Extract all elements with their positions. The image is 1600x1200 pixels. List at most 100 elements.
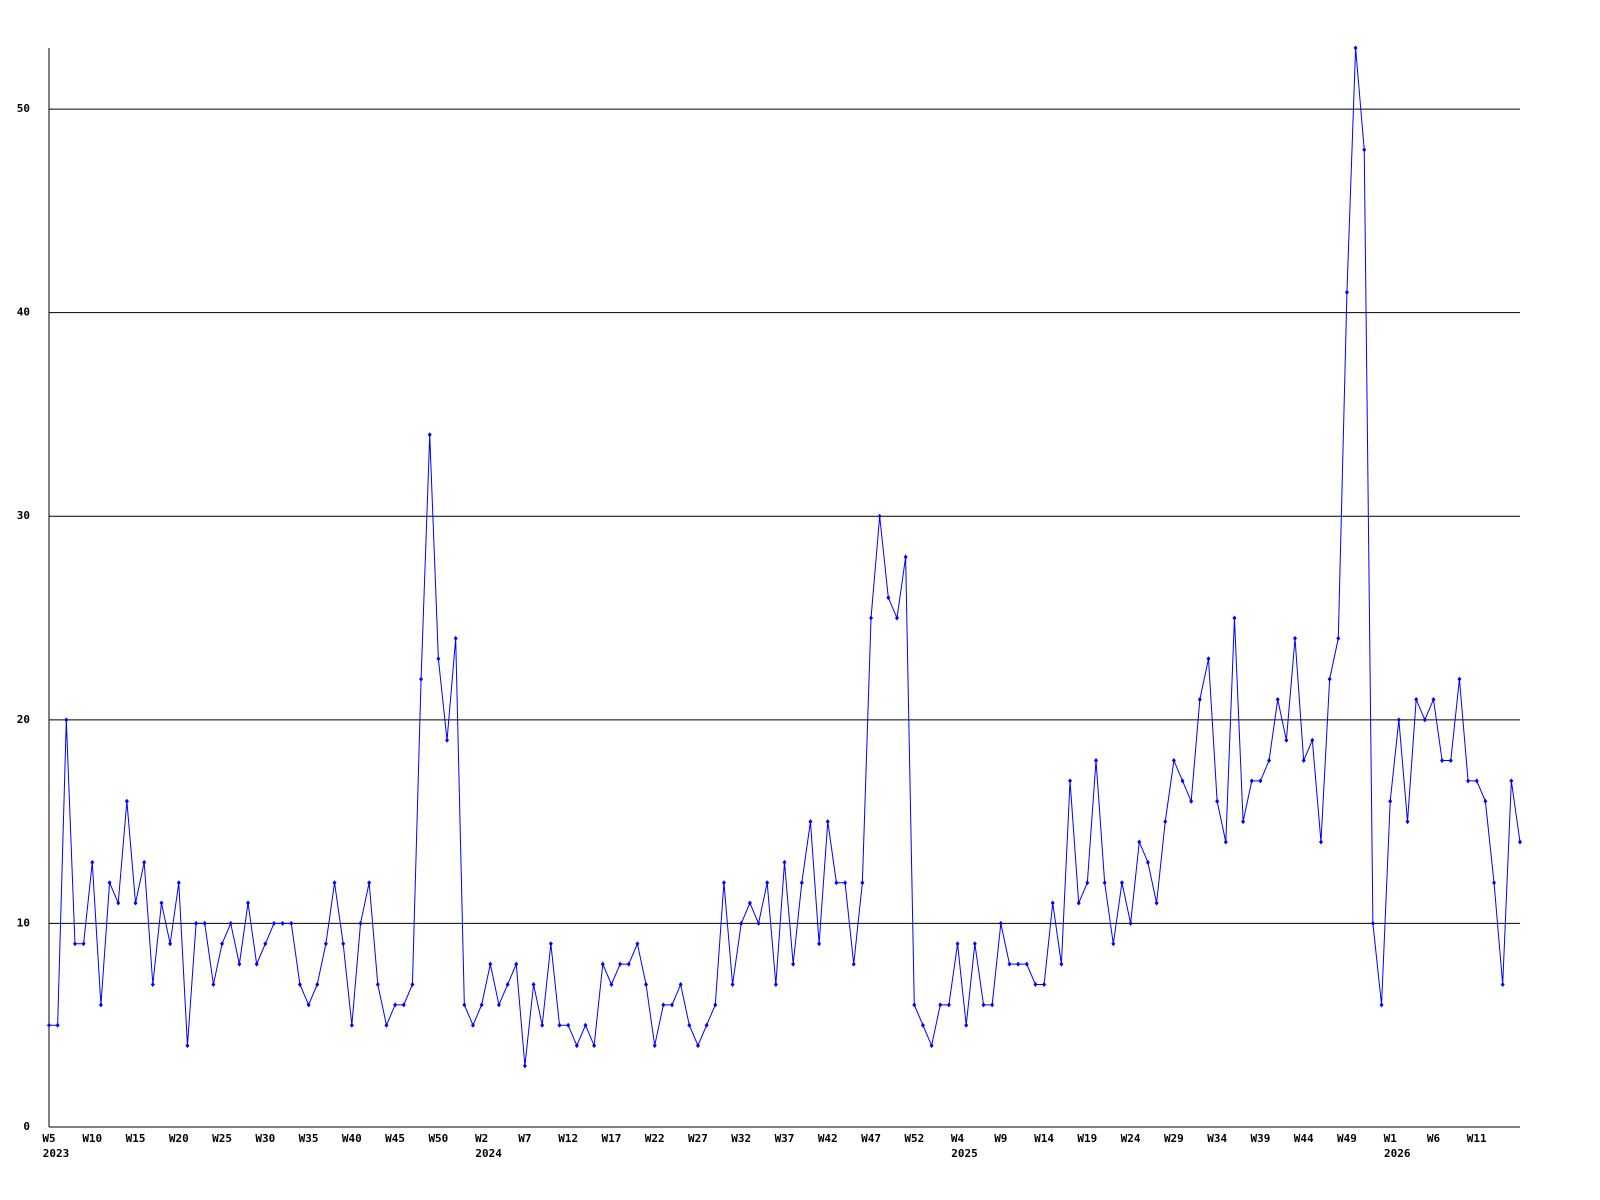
- data-point: [168, 941, 173, 947]
- data-point: [773, 981, 778, 987]
- x-tick-label: W42: [818, 1132, 838, 1145]
- data-point: [427, 432, 432, 438]
- data-point: [825, 819, 830, 825]
- data-point: [834, 880, 839, 886]
- data-point: [1327, 676, 1332, 682]
- year-label: 2024: [475, 1147, 502, 1160]
- data-point: [721, 880, 726, 886]
- data-point: [1042, 981, 1047, 987]
- data-point: [220, 941, 225, 947]
- x-tick-label: W1: [1384, 1132, 1398, 1145]
- data-point: [47, 1022, 51, 1028]
- data-point: [1249, 778, 1254, 784]
- data-point: [211, 981, 216, 987]
- x-tick-label: W52: [904, 1132, 924, 1145]
- data-point: [644, 981, 649, 987]
- data-point: [1362, 147, 1367, 153]
- x-tick-label: W35: [299, 1132, 319, 1145]
- data-point: [453, 635, 458, 641]
- data-point: [756, 920, 761, 926]
- x-tick-label: W34: [1207, 1132, 1227, 1145]
- data-point: [1206, 656, 1211, 662]
- x-tick-label: W25: [212, 1132, 232, 1145]
- data-point: [1474, 778, 1479, 784]
- data-point: [713, 1002, 718, 1008]
- data-point: [323, 941, 328, 947]
- data-point: [1336, 635, 1341, 641]
- data-point: [436, 656, 441, 662]
- data-point: [972, 941, 977, 947]
- data-point: [289, 920, 294, 926]
- data-point: [920, 1022, 925, 1028]
- data-point: [661, 1002, 666, 1008]
- x-tick-label: W24: [1121, 1132, 1141, 1145]
- data-point: [1076, 900, 1081, 906]
- data-point: [124, 798, 129, 804]
- data-point: [791, 961, 796, 967]
- x-tick-label: W15: [126, 1132, 146, 1145]
- data-point: [55, 1022, 60, 1028]
- x-tick-label: W47: [861, 1132, 881, 1145]
- data-point: [315, 981, 320, 987]
- data-point: [90, 859, 95, 865]
- data-point: [574, 1043, 579, 1049]
- data-point: [869, 615, 874, 621]
- y-tick-label: 20: [17, 713, 30, 726]
- data-point: [566, 1022, 571, 1028]
- y-tick-label: 0: [23, 1120, 30, 1133]
- data-point: [1180, 778, 1185, 784]
- data-point: [704, 1022, 709, 1028]
- data-point: [894, 615, 899, 621]
- x-tick-label: W37: [775, 1132, 795, 1145]
- x-tick-label: W40: [342, 1132, 362, 1145]
- data-point: [159, 900, 164, 906]
- data-point: [808, 819, 813, 825]
- data-point: [1431, 696, 1436, 702]
- data-point: [1293, 635, 1298, 641]
- data-point: [1500, 981, 1505, 987]
- data-point: [202, 920, 207, 926]
- data-point: [185, 1043, 190, 1049]
- data-point: [1344, 289, 1349, 295]
- data-point: [1301, 758, 1306, 764]
- x-tick-label: W2: [475, 1132, 488, 1145]
- data-point: [1370, 920, 1375, 926]
- data-point: [445, 737, 450, 743]
- data-point: [1128, 920, 1133, 926]
- data-point: [817, 941, 822, 947]
- data-point: [1388, 798, 1393, 804]
- data-point: [514, 961, 519, 967]
- data-point: [1016, 961, 1021, 967]
- x-tick-label: W11: [1467, 1132, 1487, 1145]
- data-line: [49, 47, 1521, 1066]
- data-point: [98, 1002, 103, 1008]
- data-point: [116, 900, 121, 906]
- data-point: [332, 880, 337, 886]
- data-point: [678, 981, 683, 987]
- data-point: [1405, 819, 1410, 825]
- data-point: [254, 961, 259, 967]
- data-point: [176, 880, 181, 886]
- year-label: 2026: [1384, 1147, 1411, 1160]
- data-point: [592, 1043, 597, 1049]
- data-point: [358, 920, 363, 926]
- data-point: [1483, 798, 1488, 804]
- x-tick-label: W50: [428, 1132, 448, 1145]
- data-point: [938, 1002, 943, 1008]
- data-point: [1518, 839, 1522, 845]
- data-point: [297, 981, 302, 987]
- data-point: [1154, 900, 1159, 906]
- data-point: [765, 880, 770, 886]
- x-tick-label: W20: [169, 1132, 189, 1145]
- data-point: [470, 1022, 475, 1028]
- x-tick-label: W27: [688, 1132, 708, 1145]
- data-point: [912, 1002, 917, 1008]
- data-point: [860, 880, 865, 886]
- x-tick-label: W39: [1250, 1132, 1270, 1145]
- data-point: [998, 920, 1003, 926]
- data-point: [1007, 961, 1012, 967]
- data-point: [1050, 900, 1055, 906]
- data-point: [401, 1002, 406, 1008]
- data-point: [367, 880, 372, 886]
